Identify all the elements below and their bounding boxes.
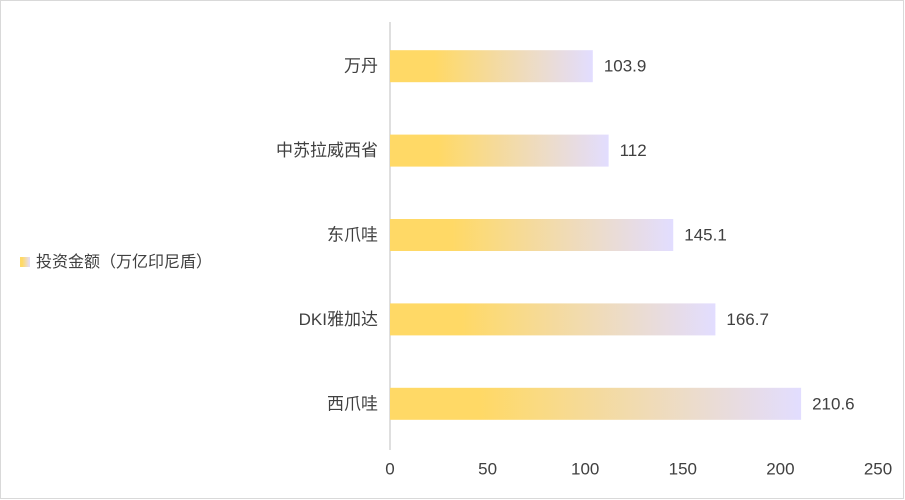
value-label: 103.9 bbox=[604, 57, 647, 76]
x-tick-label: 200 bbox=[766, 459, 794, 478]
x-tick-label: 150 bbox=[669, 459, 697, 478]
bar bbox=[390, 387, 802, 420]
bar bbox=[390, 50, 593, 83]
value-label: 210.6 bbox=[812, 394, 855, 413]
x-tick-label: 0 bbox=[385, 459, 394, 478]
y-tick-label: 西爪哇 bbox=[327, 394, 378, 413]
x-tick-label: 100 bbox=[571, 459, 599, 478]
y-tick-label: DKI雅加达 bbox=[299, 310, 378, 329]
y-tick-label: 东爪哇 bbox=[327, 225, 378, 244]
x-tick-label: 50 bbox=[478, 459, 497, 478]
x-tick-label: 250 bbox=[864, 459, 892, 478]
bar bbox=[390, 134, 609, 167]
value-label: 166.7 bbox=[726, 310, 769, 329]
value-label: 145.1 bbox=[684, 225, 727, 244]
value-label: 112 bbox=[620, 141, 647, 160]
bar bbox=[390, 303, 716, 336]
bar bbox=[390, 219, 674, 251]
y-tick-label: 中苏拉威西省 bbox=[276, 141, 378, 160]
y-tick-label: 万丹 bbox=[344, 57, 378, 76]
legend-swatch bbox=[20, 257, 30, 267]
legend-label: 投资金额（万亿印尼盾） bbox=[36, 253, 212, 271]
